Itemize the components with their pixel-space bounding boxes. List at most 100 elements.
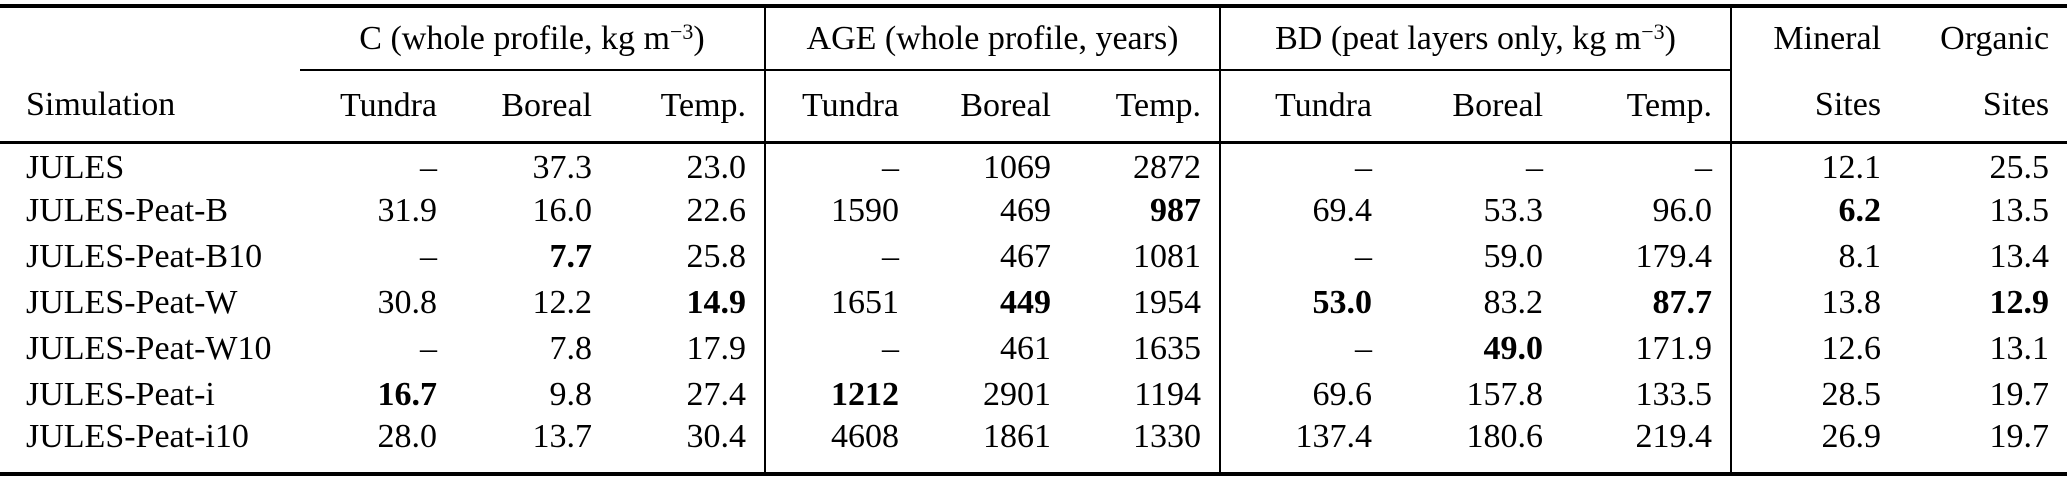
value-cell: –: [1526, 148, 1544, 186]
col-header-bd-temp: Temp.: [1561, 70, 1733, 144]
value-cell: 157.8: [1466, 376, 1544, 413]
value-cell: –: [1355, 238, 1373, 275]
row-label: JULES-Peat-i10: [26, 418, 249, 455]
site-header-mineral: Mineral: [1773, 20, 1882, 57]
row-label: JULES-Peat-W: [26, 284, 238, 321]
value-cell: 12.9: [1989, 284, 2050, 321]
value-cell: 14.9: [610, 280, 767, 326]
col-header-age-boreal: Boreal: [917, 70, 1070, 144]
value-cell: 28.5: [1821, 376, 1882, 413]
col-header-age-tundra: Tundra: [765, 70, 918, 144]
group-header-bd: BD (peat layers only, kg m−3): [1220, 6, 1733, 71]
value-cell: 13.7: [532, 418, 593, 455]
value-cell: 171.9: [1561, 326, 1733, 372]
superscript-exponent: −3: [1641, 18, 1665, 44]
value-cell: 69.4: [1312, 192, 1373, 229]
group-label-age: AGE (whole profile, years): [806, 19, 1179, 57]
value-cell: 133.5: [1561, 372, 1733, 418]
value-cell: 28.0: [377, 418, 438, 455]
column-header-row: Simulation Tundra Boreal Temp. Tundra Bo…: [0, 70, 2067, 144]
site-header-organic: Organic: [1940, 20, 2050, 57]
value-cell: 1330: [1069, 418, 1222, 474]
value-cell: 1069: [983, 148, 1052, 186]
table-row: JULES –37.3 23.0–1069 2872– – –12.1 25.5: [0, 142, 2067, 188]
value-cell: 12.2: [532, 284, 593, 321]
value-cell: 1194: [1069, 372, 1222, 418]
value-cell: 25.8: [610, 234, 767, 280]
value-cell: 17.9: [610, 326, 767, 372]
value-cell: 1954: [1069, 280, 1222, 326]
row-label: JULES-Peat-W10: [26, 330, 272, 367]
col-header-bd-boreal: Boreal: [1390, 70, 1562, 144]
table-row: JULES-Peat-W 30.8 12.2 14.9 1651 449 1954 53.0 8…: [0, 280, 2067, 326]
value-cell: 469: [1000, 192, 1052, 229]
row-label: JULES-Peat-B10: [26, 238, 263, 275]
value-cell: 4608: [831, 418, 900, 455]
value-cell: 30.4: [610, 418, 767, 474]
value-cell: 1861: [983, 418, 1052, 455]
value-cell: 19.7: [1989, 376, 2050, 413]
group-header-row: C (whole profile, kg m−3) AGE (whole pro…: [0, 6, 2067, 71]
value-cell: 83.2: [1483, 284, 1544, 321]
value-cell: 137.4: [1295, 418, 1373, 455]
value-cell: 31.9: [377, 192, 438, 229]
value-cell: 12.1: [1821, 148, 1882, 186]
corner-cell: [0, 6, 300, 70]
value-cell: 987: [1069, 188, 1222, 234]
value-cell: 69.6: [1312, 376, 1373, 413]
value-cell: –: [1355, 330, 1373, 367]
value-cell: 96.0: [1561, 188, 1733, 234]
value-cell: 23.0: [610, 142, 767, 188]
value-cell: 6.2: [1838, 192, 1882, 229]
value-cell: 25.5: [1989, 148, 2050, 186]
value-cell: 1590: [831, 192, 900, 229]
value-cell: 49.0: [1483, 330, 1544, 367]
group-header-c: C (whole profile, kg m−3): [300, 6, 767, 71]
value-cell: 2872: [1069, 142, 1222, 188]
value-cell: 219.4: [1561, 418, 1733, 474]
value-cell: 1651: [831, 284, 900, 321]
group-label-c: C (whole profile, kg m: [359, 19, 670, 57]
value-cell: 59.0: [1483, 238, 1544, 275]
col-header-organic-sites: Sites: [1899, 70, 2067, 144]
col-header-c-boreal: Boreal: [455, 70, 610, 144]
value-cell: 180.6: [1466, 418, 1544, 455]
value-cell: 13.4: [1989, 238, 2050, 275]
results-table: C (whole profile, kg m−3) AGE (whole pro…: [0, 4, 2067, 476]
group-label-bd-close: ): [1664, 19, 1676, 57]
value-cell: 9.8: [549, 376, 593, 413]
superscript-exponent: −3: [669, 18, 694, 44]
value-cell: –: [420, 148, 437, 186]
simulation-header: Simulation: [0, 70, 300, 144]
value-cell: –: [420, 238, 437, 275]
value-cell: 449: [1000, 284, 1052, 321]
value-cell: 13.1: [1989, 330, 2050, 367]
value-cell: 22.6: [610, 188, 767, 234]
group-label-bd: BD (peat layers only, kg m: [1275, 19, 1642, 57]
table-row: JULES-Peat-i 16.7 9.8 27.4 1212 2901 1194 69.6 1…: [0, 372, 2067, 418]
value-cell: –: [1561, 142, 1733, 188]
value-cell: 53.0: [1312, 284, 1373, 321]
value-cell: 37.3: [532, 148, 593, 186]
value-cell: 179.4: [1561, 234, 1733, 280]
value-cell: 16.7: [377, 376, 438, 413]
table-body: JULES –37.3 23.0–1069 2872– – –12.1 25.5 JULES-…: [0, 142, 2067, 474]
table-row: JULES-Peat-B 31.9 16.0 22.6 1590 469 987 69.4 53…: [0, 188, 2067, 234]
col-header-bd-tundra: Tundra: [1220, 70, 1391, 144]
col-header-mineral-sites: Sites: [1731, 70, 1900, 144]
value-cell: 53.3: [1483, 192, 1544, 229]
value-cell: 87.7: [1561, 280, 1733, 326]
table-row: JULES-Peat-W10 – 7.8 17.9 – 461 1635 – 49.0 171.9…: [0, 326, 2067, 372]
value-cell: 1635: [1069, 326, 1222, 372]
row-label: JULES: [26, 148, 125, 186]
group-header-age: AGE (whole profile, years): [765, 6, 1222, 71]
group-label-c-close: ): [693, 19, 705, 57]
value-cell: –: [882, 148, 900, 186]
col-header-c-temp: Temp.: [610, 70, 767, 144]
value-cell: –: [882, 330, 900, 367]
value-cell: 1081: [1069, 234, 1222, 280]
value-cell: 19.7: [1989, 418, 2050, 455]
value-cell: 7.7: [549, 238, 593, 275]
table-row: JULES-Peat-i10 28.0 13.7 30.4 4608 1861 1330 13…: [0, 418, 2067, 474]
value-cell: 12.6: [1821, 330, 1882, 367]
